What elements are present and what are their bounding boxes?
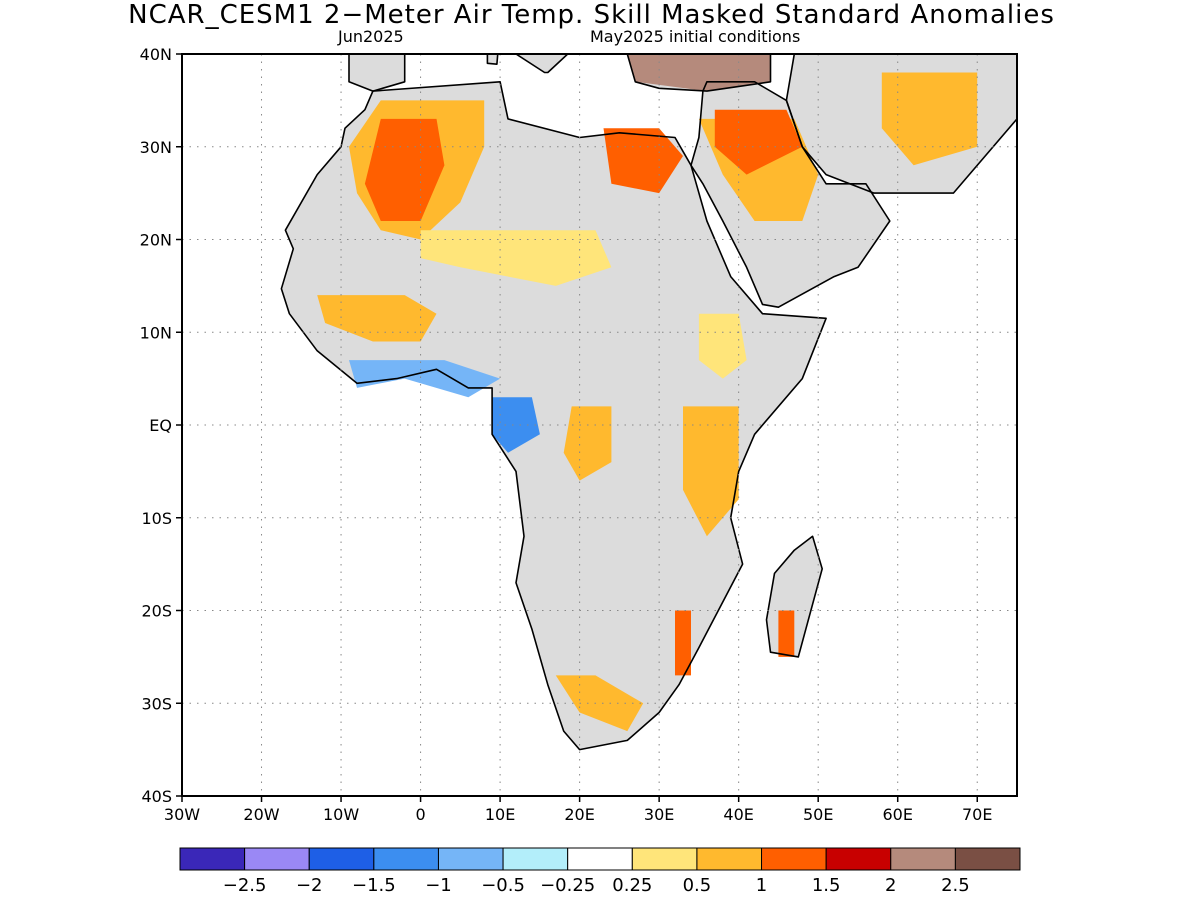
lon-tick-label: 30E: [644, 805, 674, 824]
colorbar-label: −0.25: [540, 875, 595, 896]
lat-tick-label: 10S: [141, 509, 172, 528]
anomaly-region-sahel: [420, 230, 612, 286]
lon-tick-label: 50E: [803, 805, 833, 824]
colorbar-swatch: [373, 847, 439, 871]
lat-tick-label: 10N: [140, 323, 172, 342]
coastline-layer: [280, 54, 1017, 751]
colorbar-label: 2: [885, 875, 896, 896]
map-title: NCAR_CESM1 2−Meter Air Temp. Skill Maske…: [128, 0, 1055, 30]
colorbar-label: −2.5: [223, 875, 267, 896]
colorbar-swatch: [244, 847, 310, 871]
colorbar-swatch: [761, 847, 827, 871]
anomaly-region-west-africa: [317, 295, 437, 342]
colorbar-label: 1: [756, 875, 767, 896]
anomaly-region-madagascar: [778, 610, 795, 657]
colorbar-swatch: [567, 847, 633, 871]
anomaly-region-sahara-west-core: [364, 118, 445, 221]
lon-tick-label: 30W: [164, 805, 200, 824]
anomaly-region-ethiopia: [698, 313, 747, 379]
anomaly-region-south-africa: [555, 675, 644, 732]
coastline: [280, 81, 827, 751]
colorbar-label: −2: [296, 875, 323, 896]
land-mask: [281, 81, 827, 750]
colorbar-swatch: [954, 847, 1021, 871]
colorbar-swatch: [502, 847, 569, 871]
lat-tick-label: 30N: [140, 138, 172, 157]
initial-conditions-label: May2025 initial conditions: [590, 27, 801, 46]
lat-tick-label: 20N: [140, 231, 172, 250]
coastline: [626, 54, 772, 92]
coastline: [765, 535, 824, 658]
coastline: [486, 54, 499, 65]
lon-tick-label: 10W: [323, 805, 359, 824]
anomaly-region-iraq-syria: [714, 109, 803, 175]
anomaly-region-kenya-tanzania: [683, 406, 739, 537]
lat-tick-label: 40N: [140, 45, 172, 64]
colorbar-label: 2.5: [941, 875, 970, 896]
anomaly-region-libya-egypt: [603, 128, 683, 194]
anomaly-region-congo-east: [563, 406, 612, 481]
anomaly-layer: [317, 54, 978, 732]
lon-tick-label: 40E: [723, 805, 753, 824]
coastline: [515, 54, 569, 74]
colorbar-swatch: [696, 847, 763, 871]
colorbar-label: 1.5: [812, 875, 841, 896]
coastline: [690, 81, 891, 309]
colorbar-label: −1.5: [352, 875, 396, 896]
lat-tick-label: EQ: [149, 416, 172, 435]
anomaly-region-mozambique: [675, 610, 691, 676]
colorbar-swatch: [437, 847, 504, 871]
land-mask: [487, 54, 498, 65]
lon-tick-label: 0: [415, 805, 425, 824]
colorbar-label: −0.5: [481, 875, 525, 896]
colorbar-swatch: [825, 847, 892, 871]
lon-tick-label: 70E: [962, 805, 992, 824]
lon-tick-label: 10E: [485, 805, 515, 824]
anomaly-region-gulf-guinea-cold: [349, 360, 501, 398]
lat-tick-label: 20S: [141, 602, 172, 621]
anomaly-region-congo-cold: [492, 397, 540, 453]
colorbar-swatch: [631, 847, 698, 871]
coastline: [348, 54, 406, 92]
lon-tick-label: 60E: [882, 805, 912, 824]
colorbar: −2.5 −2 −1.5 −1 −0.5 −0.25 0.25 0.5 1 1.5 2 2.5: [179, 847, 1021, 896]
colorbar-swatch: [308, 847, 375, 871]
colorbar-swatch: [890, 847, 956, 871]
forecast-month-label: Jun2025: [338, 27, 404, 46]
land-mask: [349, 54, 405, 92]
anomaly-region-iran: [881, 72, 978, 166]
colorbar-label: 0.5: [683, 875, 712, 896]
land-mask: [516, 54, 568, 73]
lat-tick-label: 40S: [141, 787, 172, 806]
colorbar-label: −1: [425, 875, 452, 896]
lon-tick-label: 20E: [564, 805, 594, 824]
coastline: [785, 54, 1017, 194]
colorbar-label: 0.25: [612, 875, 652, 896]
lat-tick-label: 30S: [141, 694, 172, 713]
lon-tick-label: 20W: [243, 805, 279, 824]
colorbar-swatch: [179, 847, 246, 871]
